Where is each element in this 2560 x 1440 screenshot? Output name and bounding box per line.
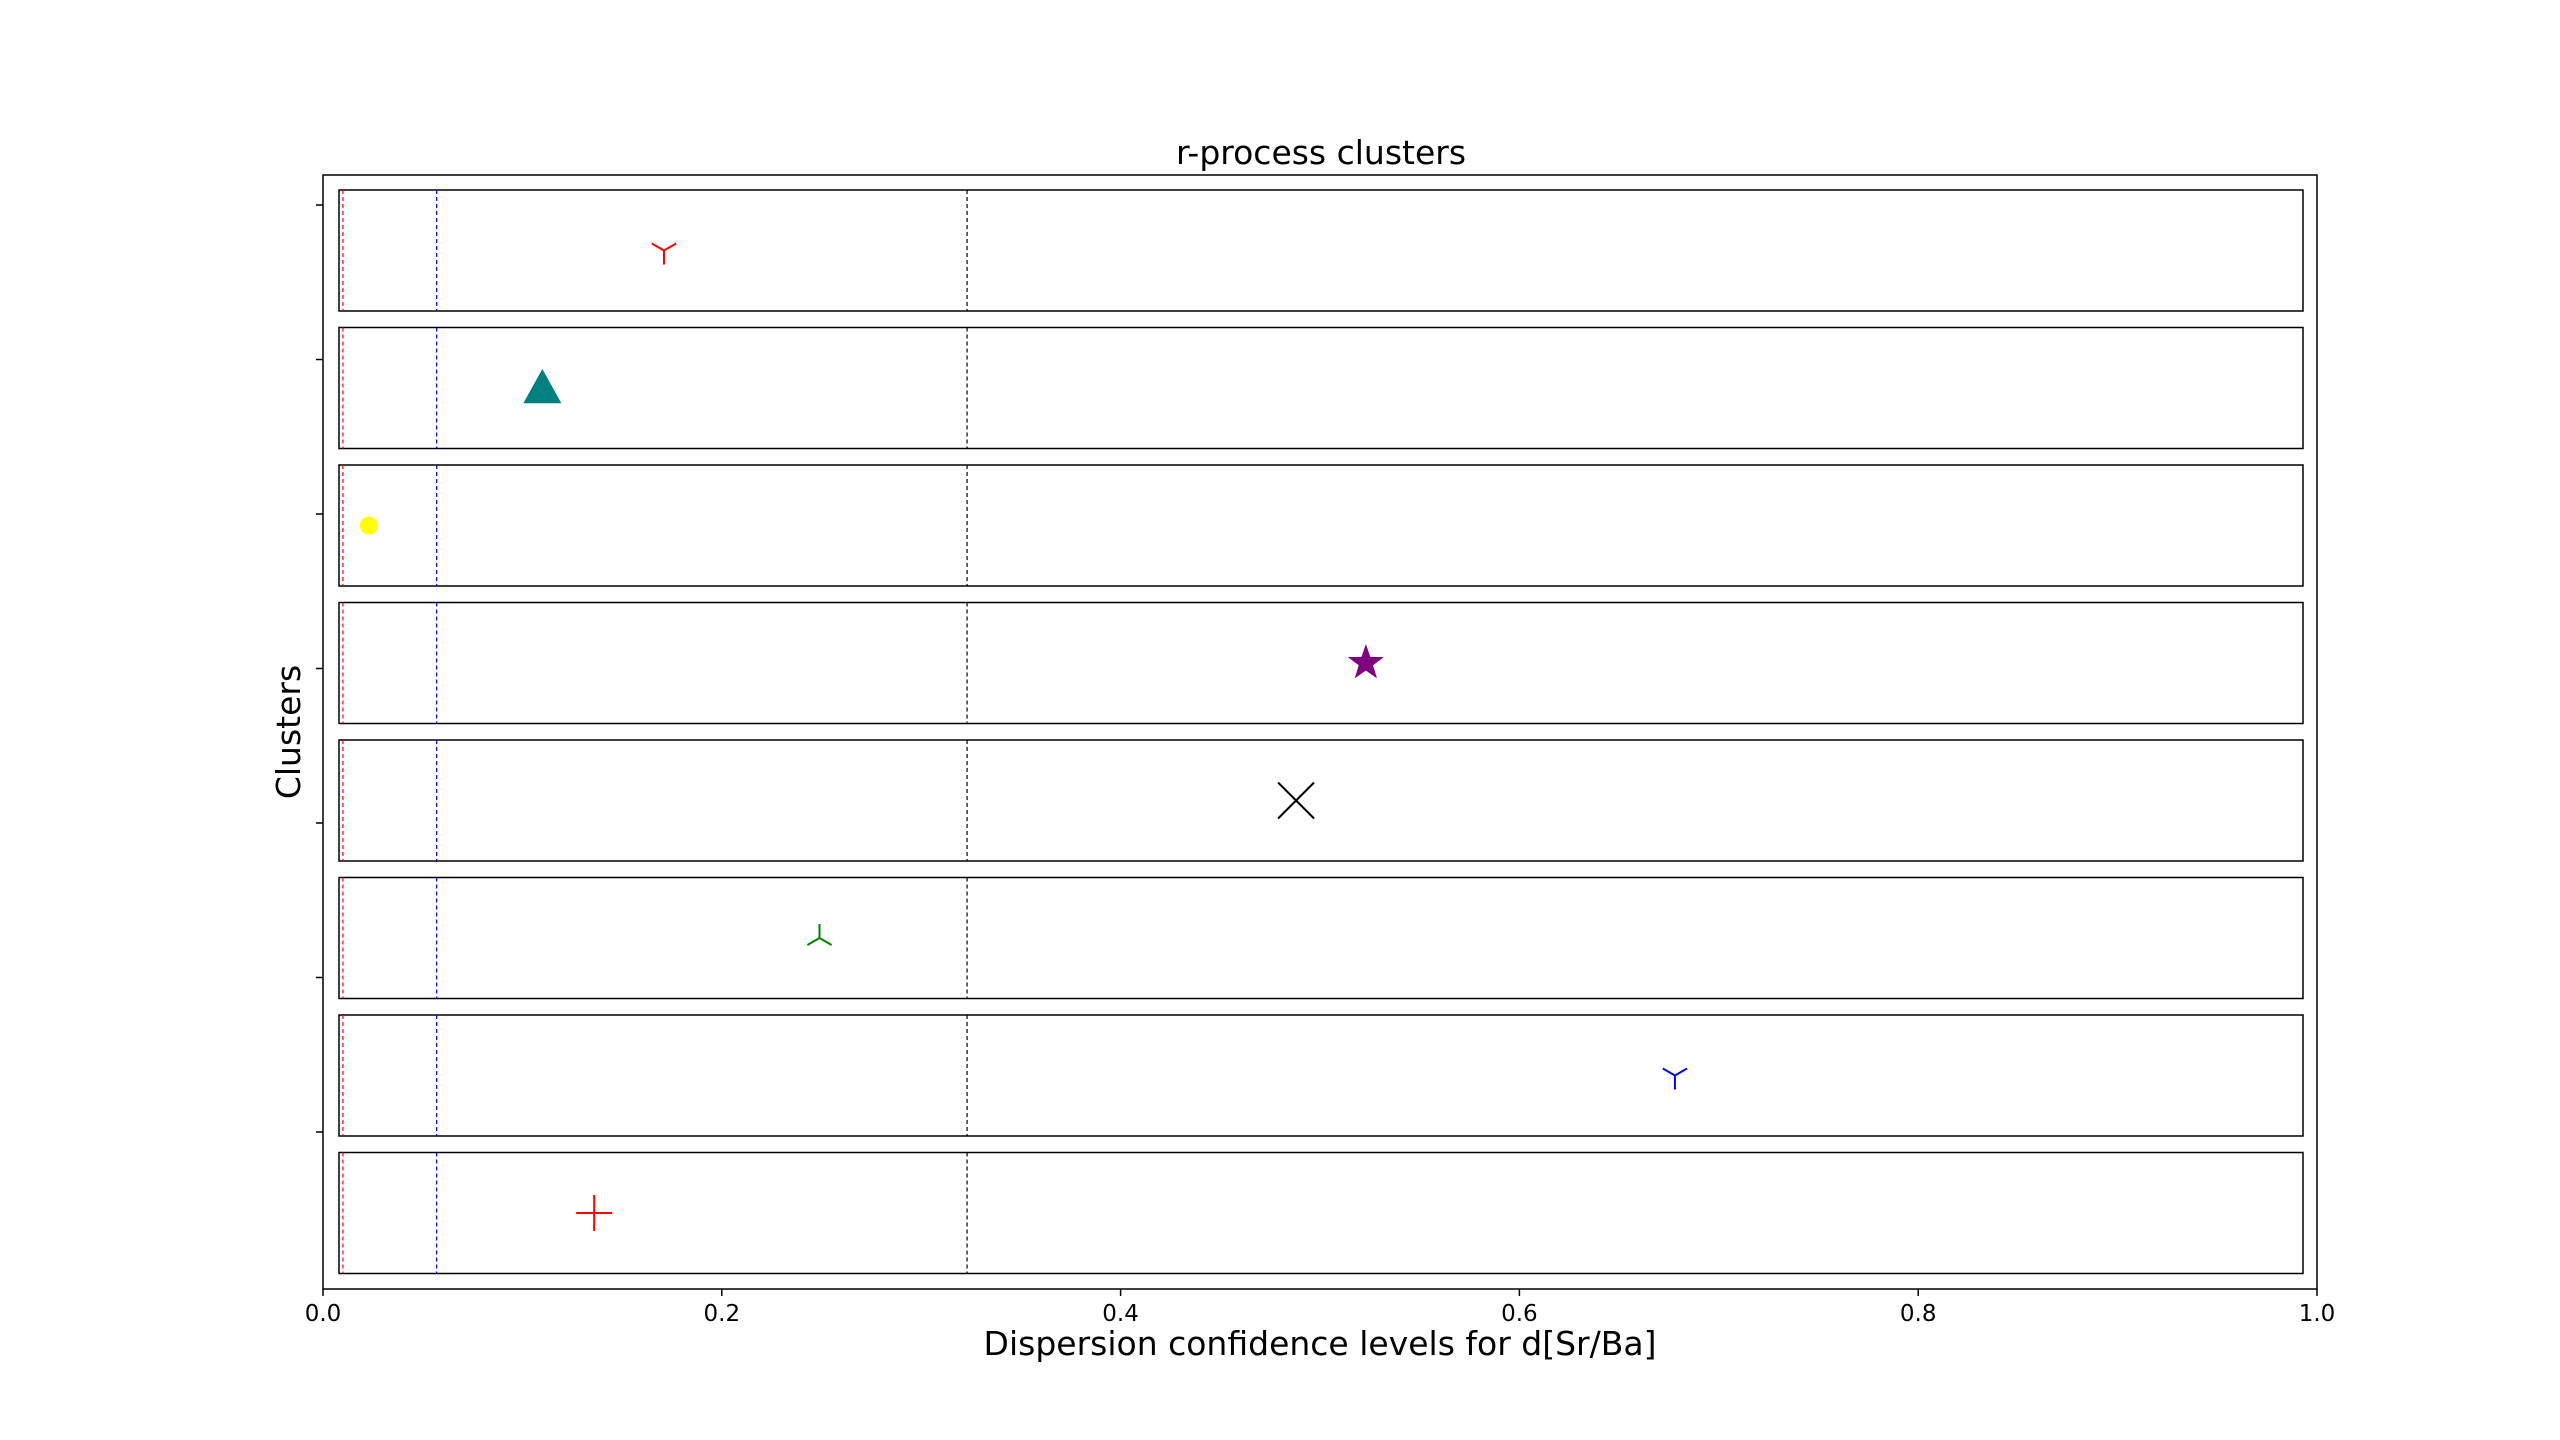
x-tick-label: 0.8 xyxy=(1900,1301,1937,1327)
data-point xyxy=(359,516,378,535)
panel-frame xyxy=(338,326,2304,450)
cluster-panel xyxy=(338,876,2304,1000)
cluster-panels xyxy=(338,189,2304,1275)
chart-title: r-process clusters xyxy=(1176,133,1466,172)
cluster-panel xyxy=(338,601,2304,725)
panel-frame xyxy=(338,1014,2304,1137)
cluster-panel xyxy=(338,189,2304,312)
x-tick-label: 0.4 xyxy=(1102,1301,1139,1327)
data-point xyxy=(806,924,833,946)
x-axis-label: Dispersion confidence levels for d[Sr/Ba… xyxy=(984,1324,1657,1363)
y-axis-ticks xyxy=(316,204,323,1133)
cluster-panel xyxy=(338,739,2304,862)
x-tick-label: 0.0 xyxy=(305,1301,342,1327)
y-axis-label: Clusters xyxy=(269,665,308,799)
data-point xyxy=(651,242,677,265)
data-point xyxy=(576,1195,613,1231)
panel-frame xyxy=(338,601,2304,725)
cluster-panel xyxy=(338,1151,2304,1275)
panel-frame xyxy=(338,189,2304,312)
cluster-panel xyxy=(338,464,2304,587)
panel-frame xyxy=(338,876,2304,1000)
panel-frame xyxy=(338,464,2304,587)
x-tick-label: 0.2 xyxy=(704,1301,741,1327)
cluster-panel xyxy=(338,1014,2304,1137)
cluster-panel xyxy=(338,326,2304,450)
data-point xyxy=(1277,781,1315,820)
panel-frame xyxy=(338,739,2304,862)
x-tick-label: 1.0 xyxy=(2299,1301,2336,1327)
x-tick-label: 0.6 xyxy=(1501,1301,1538,1327)
data-point xyxy=(1347,644,1384,679)
panel-frame xyxy=(338,1151,2304,1275)
data-point xyxy=(1662,1067,1688,1090)
x-axis-ticks: 0.0 0.2 0.4 0.6 0.8 1.0 xyxy=(305,1289,2336,1327)
plot-frame xyxy=(322,174,2318,1290)
data-point xyxy=(523,369,562,404)
